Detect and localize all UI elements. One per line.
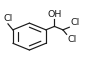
Text: OH: OH	[47, 10, 62, 19]
Text: Cl: Cl	[67, 35, 77, 44]
Text: Cl: Cl	[70, 18, 79, 27]
Text: Cl: Cl	[3, 14, 13, 23]
